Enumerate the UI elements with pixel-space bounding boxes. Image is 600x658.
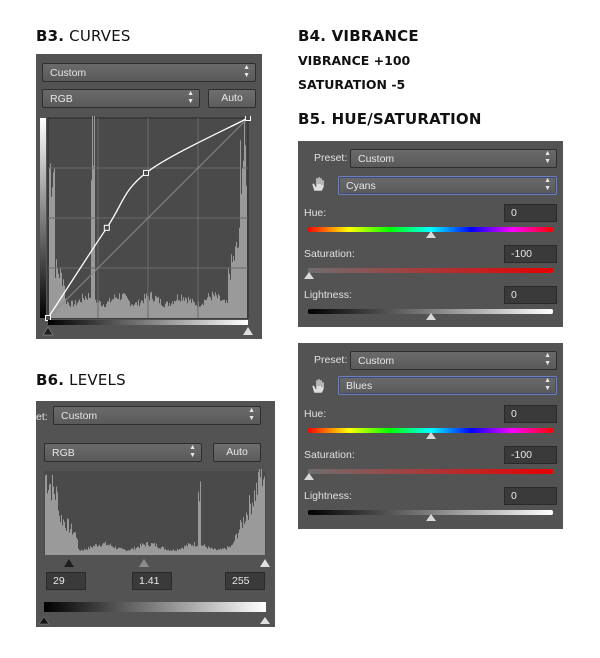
huesat-preset-dropdown[interactable]: Custom ▲ ▼ bbox=[350, 351, 557, 370]
curves-line[interactable] bbox=[47, 117, 249, 319]
curve-control-point[interactable] bbox=[103, 224, 110, 231]
curves-preset-dropdown[interactable]: Custom ▲ ▼ bbox=[42, 63, 256, 82]
curves-heading: B3. CURVES bbox=[36, 27, 131, 45]
curve-control-point[interactable] bbox=[45, 315, 51, 321]
saturation-value[interactable]: -100 bbox=[504, 245, 557, 263]
output-black-slider[interactable] bbox=[38, 616, 50, 625]
curves-auto-button[interactable]: Auto bbox=[208, 89, 256, 108]
dropdown-arrows-icon: ▲ ▼ bbox=[544, 352, 551, 367]
dropdown-arrows-icon: ▲ ▼ bbox=[544, 377, 551, 392]
lightness-label: Lightness: bbox=[304, 289, 352, 301]
huesat-preset-dropdown[interactable]: Custom ▲ ▼ bbox=[350, 149, 557, 168]
dropdown-arrows-icon: ▲ ▼ bbox=[544, 177, 551, 192]
curves-panel: Custom ▲ ▼ RGB ▲ ▼ Auto bbox=[36, 54, 262, 339]
black-point-slider[interactable] bbox=[42, 326, 54, 336]
lightness-slider-thumb[interactable] bbox=[426, 313, 436, 320]
saturation-slider-track[interactable] bbox=[308, 469, 553, 474]
output-levels-sliders bbox=[38, 616, 270, 625]
levels-black-input[interactable]: 29 bbox=[46, 572, 86, 590]
hue-slider-track[interactable] bbox=[308, 227, 553, 232]
levels-histogram bbox=[45, 469, 265, 555]
vibrance-heading: B4. VIBRANCE bbox=[298, 27, 419, 45]
saturation-slider-thumb[interactable] bbox=[304, 473, 314, 480]
hue-slider-thumb[interactable] bbox=[426, 231, 436, 238]
white-point-slider[interactable] bbox=[243, 327, 253, 335]
levels-gamma-input[interactable]: 1.41 bbox=[132, 572, 172, 590]
curves-channel-dropdown[interactable]: RGB ▲ ▼ bbox=[42, 89, 200, 108]
targeted-adjustment-hand-icon[interactable] bbox=[309, 377, 327, 395]
levels-auto-button[interactable]: Auto bbox=[213, 443, 261, 462]
lightness-value[interactable]: 0 bbox=[504, 487, 557, 505]
levels-histogram-area bbox=[44, 469, 270, 567]
levels-white-input[interactable]: 255 bbox=[225, 572, 265, 590]
levels-black-slider[interactable] bbox=[64, 559, 74, 567]
levels-gamma-slider[interactable] bbox=[139, 559, 149, 567]
saturation-value[interactable]: -100 bbox=[504, 446, 557, 464]
curves-baseline bbox=[47, 117, 249, 319]
hue-slider-thumb[interactable] bbox=[426, 432, 436, 439]
lightness-label: Lightness: bbox=[304, 490, 352, 502]
dropdown-arrows-icon: ▲ ▼ bbox=[248, 407, 255, 422]
hue-value[interactable]: 0 bbox=[504, 405, 557, 423]
lightness-slider-track[interactable] bbox=[308, 510, 553, 515]
output-levels-gradient bbox=[44, 602, 266, 612]
vibrance-value: VIBRANCE +100 bbox=[298, 53, 411, 68]
huesat-range-dropdown[interactable]: Cyans ▲ ▼ bbox=[338, 176, 557, 195]
huesat-panel-cyans: Preset: Custom ▲ ▼ Cyans ▲ ▼ Hue: 0 Satura… bbox=[298, 141, 563, 327]
curves-graph[interactable] bbox=[40, 116, 258, 338]
preset-label: Preset: bbox=[314, 354, 348, 366]
dropdown-arrows-icon: ▲ ▼ bbox=[243, 64, 250, 79]
preset-label: Preset: bbox=[314, 152, 348, 164]
targeted-adjustment-hand-icon[interactable] bbox=[309, 175, 327, 193]
dropdown-arrows-icon: ▲ ▼ bbox=[187, 90, 194, 105]
hue-label: Hue: bbox=[304, 408, 327, 420]
levels-preset-dropdown[interactable]: Custom ▲ ▼ bbox=[53, 406, 261, 425]
curves-histogram bbox=[49, 116, 247, 318]
levels-white-slider[interactable] bbox=[260, 559, 270, 567]
saturation-slider-track[interactable] bbox=[308, 268, 553, 273]
saturation-slider-thumb[interactable] bbox=[304, 272, 314, 279]
curve-control-point[interactable] bbox=[245, 116, 251, 121]
huesat-panel-blues: Preset: Custom ▲ ▼ Blues ▲ ▼ Hue: 0 Satura… bbox=[298, 343, 563, 529]
huesat-range-dropdown[interactable]: Blues ▲ ▼ bbox=[338, 376, 557, 395]
dropdown-arrows-icon: ▲ ▼ bbox=[189, 444, 196, 459]
dropdown-arrows-icon: ▲ ▼ bbox=[544, 150, 551, 165]
lightness-value[interactable]: 0 bbox=[504, 286, 557, 304]
levels-panel: et: Custom ▲ ▼ RGB ▲ ▼ Auto 29 1.41 255 bbox=[36, 401, 275, 627]
saturation-label: Saturation: bbox=[304, 449, 355, 461]
output-white-slider[interactable] bbox=[260, 617, 270, 624]
levels-channel-dropdown[interactable]: RGB ▲ ▼ bbox=[44, 443, 202, 462]
hue-slider-track[interactable] bbox=[308, 428, 553, 433]
huesat-heading: B5. HUE/SATURATION bbox=[298, 110, 482, 128]
saturation-label: Saturation: bbox=[304, 248, 355, 260]
lightness-slider-track[interactable] bbox=[308, 309, 553, 314]
levels-histogram-bg bbox=[44, 471, 266, 555]
input-gradient-bar bbox=[48, 320, 248, 325]
hue-label: Hue: bbox=[304, 207, 327, 219]
saturation-value: SATURATION -5 bbox=[298, 77, 406, 92]
hue-value[interactable]: 0 bbox=[504, 204, 557, 222]
curve-control-point[interactable] bbox=[143, 169, 150, 176]
lightness-slider-thumb[interactable] bbox=[426, 514, 436, 521]
levels-heading: B6. LEVELS bbox=[36, 371, 126, 389]
output-gradient-bar bbox=[40, 118, 46, 318]
preset-label: et: bbox=[36, 411, 48, 423]
